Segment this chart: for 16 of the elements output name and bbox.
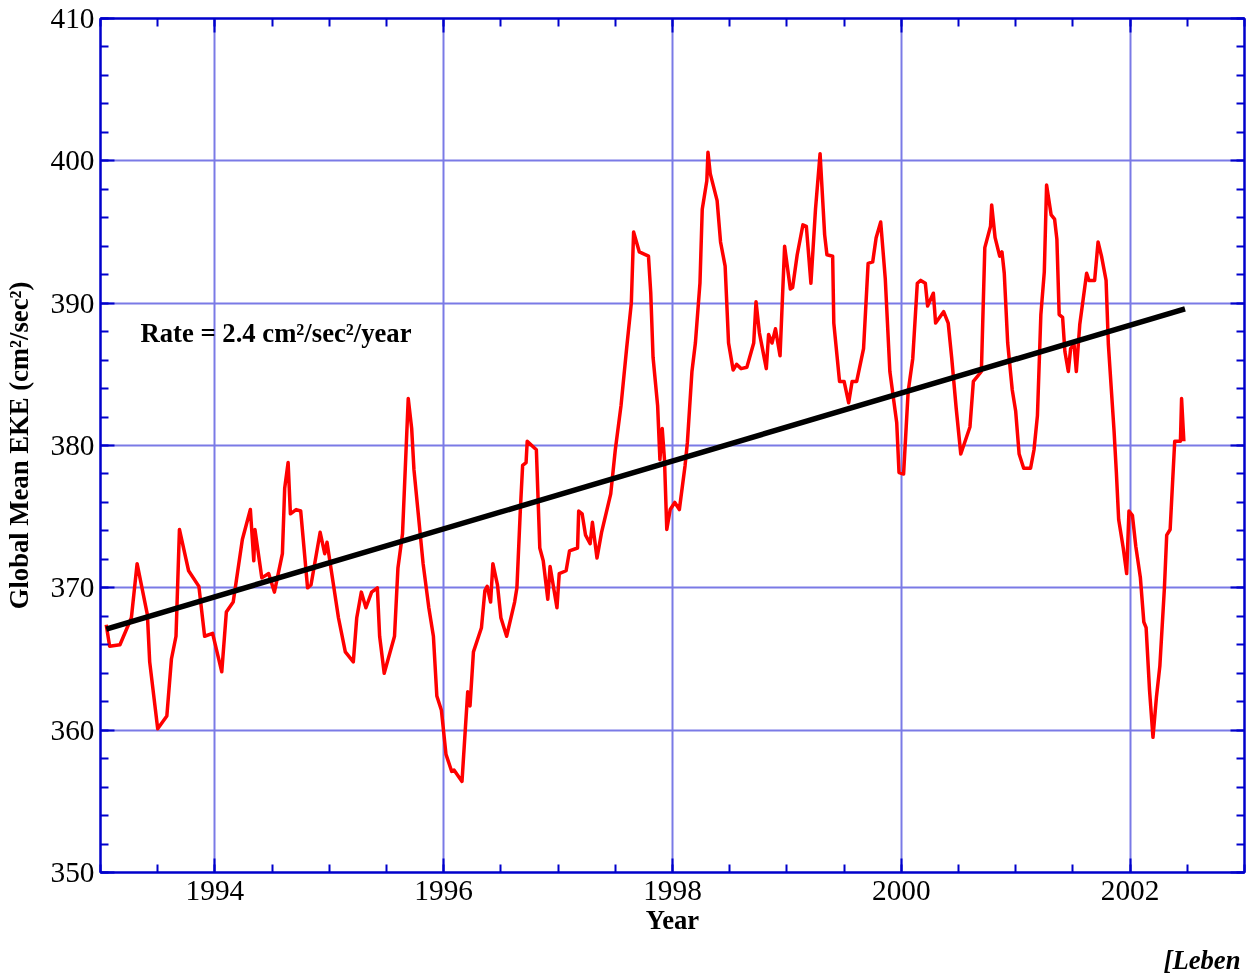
x-tick-label: 1994 [185,873,245,906]
y-tick-label: 350 [50,856,95,888]
y-axis-title: Global Mean EKE (cm²/sec²) [3,281,34,610]
annotation: Rate = 2.4 cm²/sec²/year [140,318,412,349]
x-tick-label: 1998 [643,873,702,906]
y-tick-label: 370 [50,571,95,604]
x-tick-label: 1996 [414,873,474,906]
x-tick-label: 2000 [871,873,931,906]
y-tick-label: 400 [50,144,95,177]
y-tick-label: 360 [50,713,95,746]
x-axis-title: Year [645,904,700,935]
x-tick-label: 2002 [1100,873,1160,906]
y-tick-label: 390 [50,286,95,319]
text: [Leben [1163,944,1241,975]
y-tick-label: 410 [50,2,95,34]
y-tick-label: 380 [50,429,95,461]
